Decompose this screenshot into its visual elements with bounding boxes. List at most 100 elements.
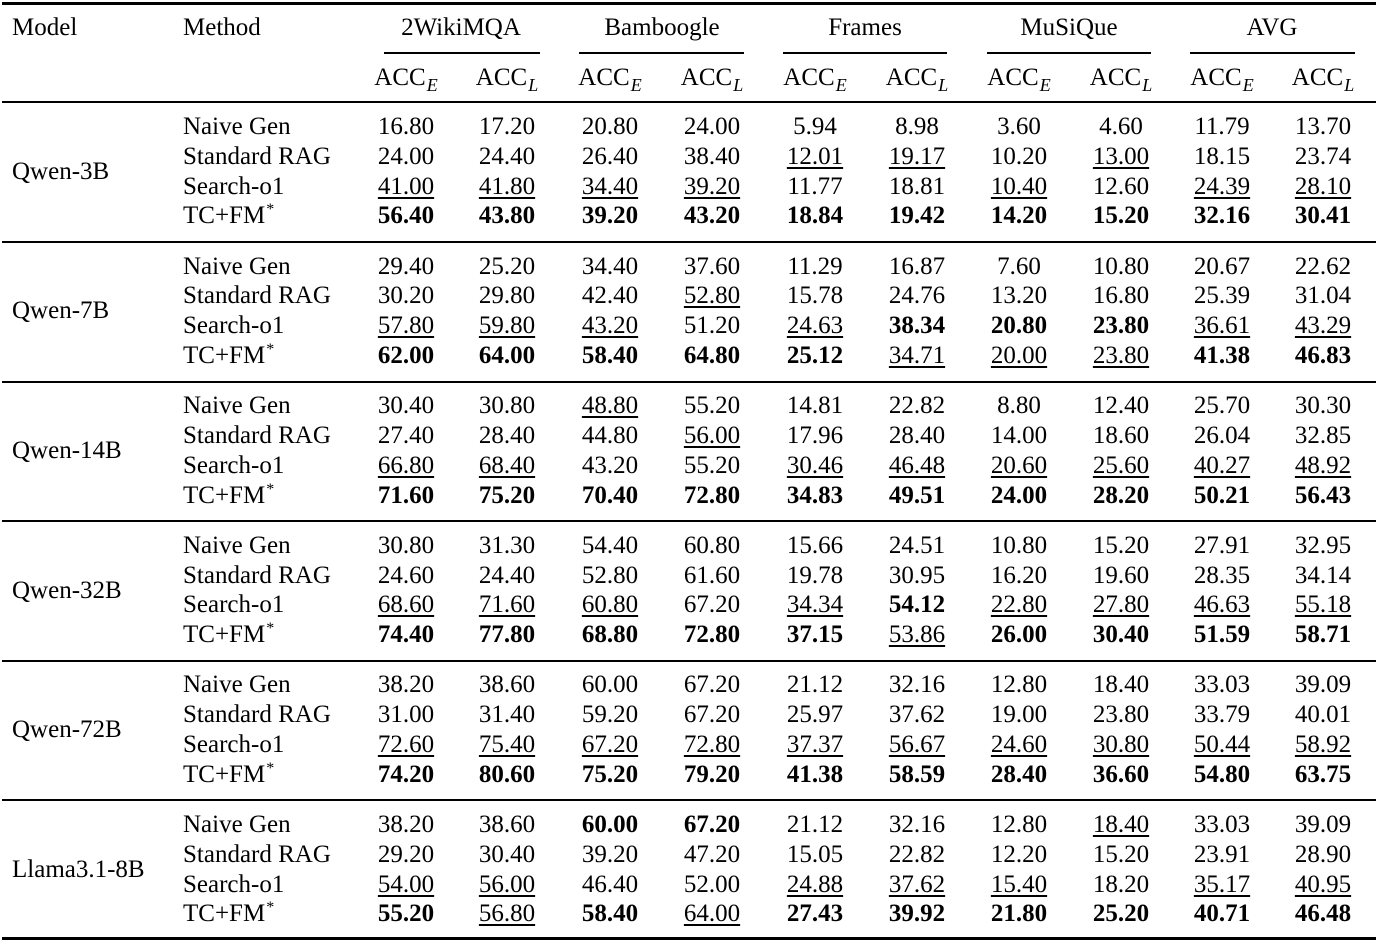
method-name: TC+FM	[183, 342, 266, 369]
table-cell: 23.91	[1193, 840, 1251, 868]
table-cell: 33.03	[1193, 811, 1251, 838]
method-name: TC+FM	[183, 481, 266, 509]
model-label: Qwen-32B	[12, 576, 122, 604]
method-label: TC+FM*	[183, 620, 274, 653]
header-metric-subscript: E	[1242, 75, 1254, 95]
table-cell: 18.40	[1092, 671, 1150, 699]
table-cell: 56.40	[377, 202, 435, 230]
method-label: TC+FM*	[183, 481, 274, 514]
table-cell: 62.00	[377, 342, 435, 369]
table-cell: 56.67	[888, 731, 946, 758]
table-cell: 24.00	[683, 113, 741, 140]
method-label: Standard RAG	[183, 421, 331, 451]
table-cell: 27.40	[377, 422, 435, 449]
table-cell: 30.46	[786, 451, 844, 479]
method-label: TC+FM*	[183, 341, 274, 374]
table-cell: 10.80	[1092, 252, 1150, 280]
table-cell: 72.80	[683, 481, 741, 509]
method-label: Search-o1	[183, 311, 284, 341]
header-dataset: AVG	[1246, 14, 1298, 41]
table-cell: 43.20	[683, 202, 741, 230]
table-cell: 14.00	[990, 422, 1048, 449]
method-label: Naive Gen	[183, 252, 291, 282]
table-cell: 38.40	[683, 142, 741, 170]
table-cell: 38.34	[888, 312, 946, 340]
table-cell: 30.40	[478, 840, 536, 868]
method-name: Standard RAG	[183, 422, 331, 449]
table-cell: 13.00	[1092, 142, 1150, 170]
table-cell: 46.48	[1294, 900, 1352, 928]
table-cell: 43.20	[581, 451, 639, 479]
header-metric-subscript: E	[835, 75, 847, 95]
table-cell: 39.20	[581, 840, 639, 868]
table-cell: 25.20	[478, 252, 536, 280]
method-label: Naive Gen	[183, 391, 291, 421]
table-cell: 40.27	[1193, 451, 1251, 479]
table-cell: 74.40	[377, 621, 435, 649]
table-cell: 26.40	[581, 142, 639, 170]
table-cell: 37.37	[786, 731, 844, 758]
table-cell: 34.34	[786, 591, 844, 619]
table-cell: 5.94	[793, 113, 837, 140]
table-cell: 46.48	[888, 451, 946, 479]
header-cmidrule	[783, 52, 947, 54]
header-metric: ACCE	[578, 63, 641, 95]
header-metric: ACCE	[374, 63, 437, 95]
method-name: TC+FM	[183, 900, 266, 928]
table-cell: 14.20	[990, 202, 1048, 230]
table-cell: 18.40	[1092, 811, 1150, 838]
header-metric: ACCE	[987, 63, 1050, 95]
table-cell: 19.00	[990, 701, 1048, 729]
table-cell: 26.00	[990, 621, 1048, 649]
header-metric-subscript: L	[938, 75, 949, 95]
method-name: Naive Gen	[183, 392, 291, 420]
table-cell: 36.60	[1092, 760, 1150, 788]
table-cell: 21.80	[990, 900, 1048, 928]
group-separator	[2, 799, 1376, 802]
table-cell: 46.83	[1294, 342, 1352, 369]
table-cell: 27.43	[786, 900, 844, 928]
table-cell: 24.00	[377, 142, 435, 170]
table-cell: 37.60	[683, 252, 741, 280]
method-label: Standard RAG	[183, 142, 331, 172]
method-label: Naive Gen	[183, 810, 291, 840]
table-cell: 30.30	[1294, 392, 1352, 420]
table-cell: 28.10	[1294, 172, 1352, 200]
table-cell: 12.20	[990, 840, 1048, 868]
model-label: Qwen-72B	[12, 716, 122, 744]
top-rule	[2, 2, 1376, 5]
table-cell: 60.00	[581, 811, 639, 838]
table-cell: 22.80	[990, 591, 1048, 619]
table-cell: 56.80	[478, 900, 536, 928]
table-cell: 19.42	[888, 202, 946, 230]
table-cell: 17.96	[786, 422, 844, 449]
table-cell: 20.67	[1193, 252, 1251, 280]
header-metric: ACCL	[475, 63, 538, 95]
table-cell: 10.20	[990, 142, 1048, 170]
table-cell: 16.87	[888, 252, 946, 280]
header-metric-base: ACC	[475, 64, 528, 91]
bottom-rule	[2, 937, 1376, 940]
method-star: *	[266, 480, 275, 498]
method-label: Standard RAG	[183, 561, 331, 591]
table-cell: 50.21	[1193, 481, 1251, 509]
table-cell: 18.20	[1092, 870, 1150, 898]
table-cell: 41.38	[1193, 342, 1251, 369]
header-metric-base: ACC	[1089, 64, 1142, 91]
table-cell: 39.09	[1294, 811, 1352, 838]
table-cell: 58.59	[888, 760, 946, 788]
table-cell: 55.20	[377, 900, 435, 928]
table-cell: 15.20	[1092, 531, 1150, 559]
table-cell: 22.82	[888, 392, 946, 420]
method-label: TC+FM*	[183, 201, 274, 234]
table-cell: 60.00	[581, 671, 639, 699]
table-cell: 48.92	[1294, 451, 1352, 479]
table-cell: 64.00	[683, 900, 741, 928]
header-metric-base: ACC	[374, 64, 426, 91]
model-label: Qwen-14B	[12, 436, 122, 464]
table-cell: 59.20	[581, 701, 639, 729]
table-cell: 19.60	[1092, 561, 1150, 589]
table-cell: 64.80	[683, 342, 741, 369]
table-cell: 46.40	[581, 870, 639, 898]
